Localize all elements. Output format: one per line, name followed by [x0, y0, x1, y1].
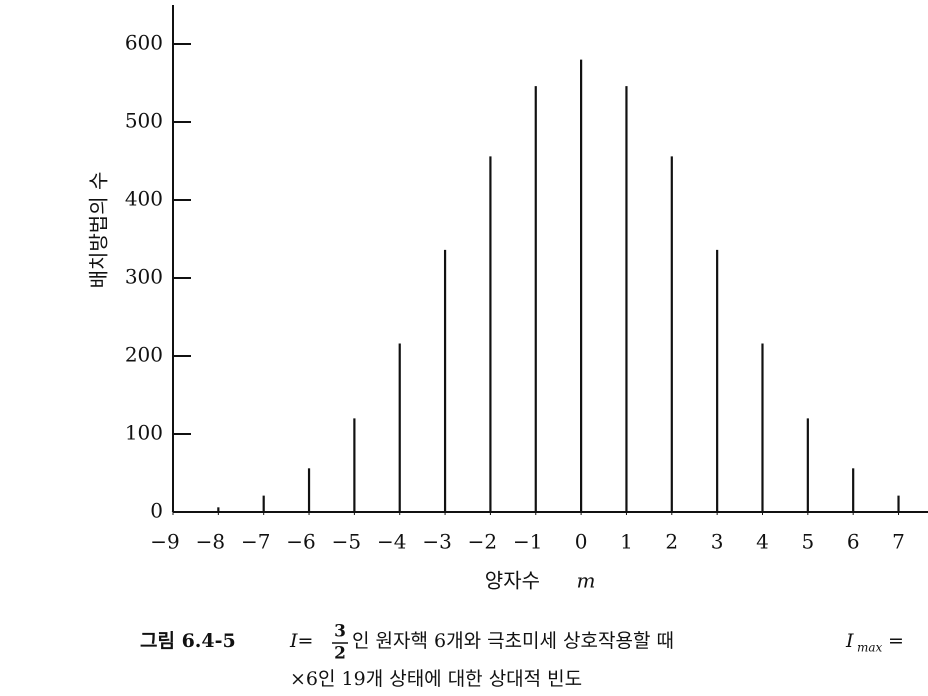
x-axis-label: 양자수: [485, 569, 540, 593]
y-tick-label: 200: [125, 343, 163, 367]
x-tick-label: −4: [377, 530, 406, 554]
x-tick-label: 3: [711, 530, 724, 554]
x-tick-label: −2: [468, 530, 497, 554]
caption-eq: =: [888, 630, 904, 652]
y-tick-label: 500: [125, 109, 163, 133]
caption-line2: ×6인 19개 상태에 대한 상대적 빈도: [290, 668, 582, 690]
y-tick-label: 400: [125, 187, 163, 211]
x-tick-label: −5: [332, 530, 361, 554]
x-axis-symbol: m: [577, 569, 596, 593]
x-tick-label: 7: [892, 530, 905, 554]
x-tick-label: 0: [575, 530, 588, 554]
y-tick-label: 0: [150, 499, 163, 523]
y-tick-label: 100: [125, 421, 163, 445]
x-tick-label: −9: [150, 530, 179, 554]
x-tick-label: −6: [286, 530, 315, 554]
x-tick-label: 2: [665, 530, 678, 554]
caption: 그림 6.4-5 I= 3 2 인 원자핵 6개와 극초미세 상호작용할 때 I…: [140, 622, 904, 691]
caption-symbol: I=: [289, 630, 313, 652]
caption-den: 2: [334, 644, 346, 664]
x-tick-label: 1: [620, 530, 633, 554]
y-axis-label: 배치방법의 수: [87, 172, 111, 289]
caption-label: 그림 6.4-5: [140, 630, 236, 652]
y-tick-label: 300: [125, 265, 163, 289]
x-tick-label: −3: [422, 530, 451, 554]
x-tick-label: 5: [801, 530, 814, 554]
y-tick-label: 600: [125, 31, 163, 55]
x-tick-label: −8: [196, 530, 225, 554]
x-tick-label: 4: [756, 530, 769, 554]
caption-symbol2: I: [845, 630, 854, 652]
x-tick-label: −7: [241, 530, 270, 554]
caption-sub: max: [857, 641, 883, 655]
caption-num: 3: [334, 622, 346, 642]
x-tick-label: −1: [513, 530, 542, 554]
caption-text: 인 원자핵 6개와 극초미세 상호작용할 때: [352, 630, 674, 652]
x-tick-label: 6: [847, 530, 860, 554]
